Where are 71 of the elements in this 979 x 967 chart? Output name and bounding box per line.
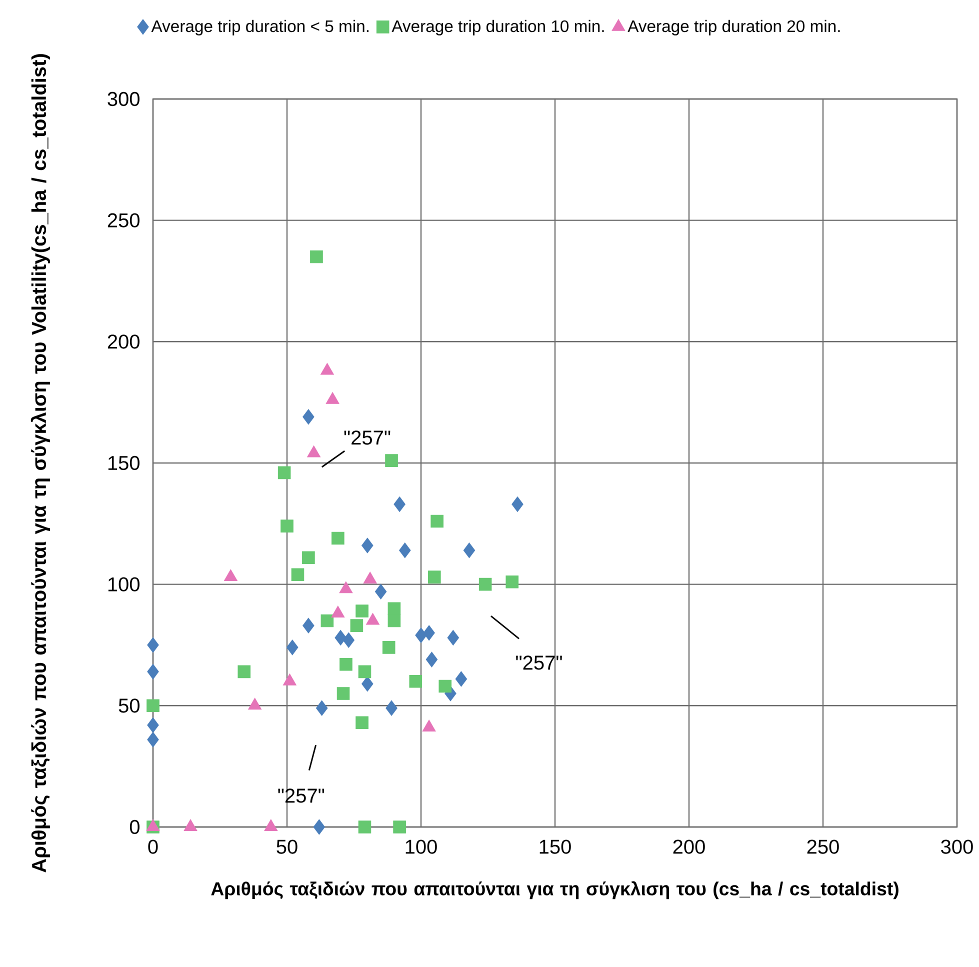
x-tick-label: 50 [276, 840, 298, 854]
x-tick-label: 0 [148, 840, 158, 854]
y-tick-label: 0 [130, 820, 140, 834]
x-tick-label: 100 [406, 840, 437, 854]
point [310, 250, 323, 264]
point [320, 614, 334, 628]
point [385, 454, 398, 467]
point [388, 602, 401, 615]
point [506, 575, 519, 588]
point [478, 578, 492, 591]
point [374, 584, 387, 600]
point [455, 671, 468, 687]
point [147, 637, 159, 653]
point [382, 641, 396, 654]
point [332, 532, 344, 545]
point [362, 676, 374, 692]
point [280, 520, 294, 532]
x-tick-label: 200 [673, 840, 705, 854]
point [286, 640, 298, 656]
point [393, 820, 406, 834]
point [426, 652, 438, 668]
x-tick-label: 250 [807, 840, 839, 854]
point [340, 658, 352, 671]
point [350, 619, 364, 632]
point [388, 614, 401, 628]
point [447, 630, 460, 646]
point [394, 496, 406, 512]
y-tick-label: 200 [108, 334, 140, 349]
point [415, 628, 427, 644]
point [463, 542, 476, 558]
point [342, 632, 355, 648]
point [358, 820, 372, 834]
point [428, 570, 441, 584]
point [316, 700, 328, 716]
y-tick-label: 300 [108, 92, 140, 106]
x-axis-title: Αριθμός ταξιδιών που απαιτούνται για τη σύγκλιση του (cs_ha / cs_totaldist) [211, 881, 898, 900]
legend-label: Average trip duration < 5 min. [151, 20, 368, 36]
point [438, 680, 452, 693]
y-tick-label: 100 [108, 577, 140, 592]
point [147, 717, 159, 733]
point [423, 625, 435, 641]
y-tick-label: 150 [108, 456, 140, 470]
point [430, 514, 444, 528]
point [362, 538, 374, 554]
y-tick-label: 50 [118, 698, 140, 713]
point [409, 674, 422, 688]
point [147, 732, 159, 748]
point [238, 665, 251, 678]
point [358, 665, 372, 678]
x-tick-label: 300 [941, 840, 973, 854]
point [291, 568, 304, 582]
point [334, 630, 346, 646]
point [356, 716, 368, 730]
point [512, 496, 524, 512]
legend-label: Average trip duration 20 min. [628, 20, 840, 36]
y-axis-title: Αριθμός ταξιδιών που απαιτούνται για τη σύγκλιση του Volatility(cs_ha / cs_totaldist) [30, 54, 50, 872]
point [336, 687, 350, 700]
point [147, 664, 159, 680]
point [302, 551, 315, 564]
point [386, 700, 398, 716]
annotation: "257" [344, 430, 390, 445]
point [278, 466, 291, 480]
point [399, 542, 411, 558]
point [356, 604, 368, 618]
point [146, 699, 160, 712]
x-tick-label: 150 [540, 840, 571, 854]
legend-label: Average trip duration 10 min. [392, 20, 604, 36]
point [313, 819, 326, 835]
point [302, 618, 314, 634]
y-tick-label: 250 [108, 213, 140, 228]
point [302, 409, 314, 425]
